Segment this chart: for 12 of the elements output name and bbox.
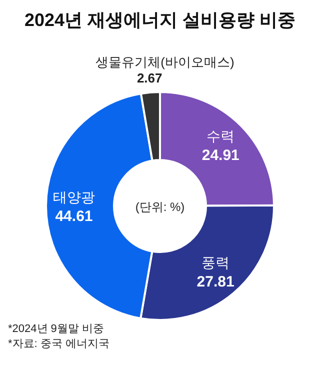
text: *자료: 중국 에너지국 [8,338,110,350]
chart-title: 2024년 재생에너지 설비용량 비중 [24,10,296,30]
text: (단위: %) [135,200,185,214]
data-label: 27.81 [196,274,234,291]
text: *2024년 9월말 비중 [8,323,104,335]
data-label: 44.61 [55,208,93,225]
data-label: 24.91 [202,147,240,164]
slice-label: 생물유기체(바이오매스) [96,54,234,70]
slice-label: 풍력 [202,254,230,271]
slice-label: 태양광 [53,188,95,205]
slice-label: 수력 [206,128,235,144]
data-label: 2.67 [136,70,162,86]
